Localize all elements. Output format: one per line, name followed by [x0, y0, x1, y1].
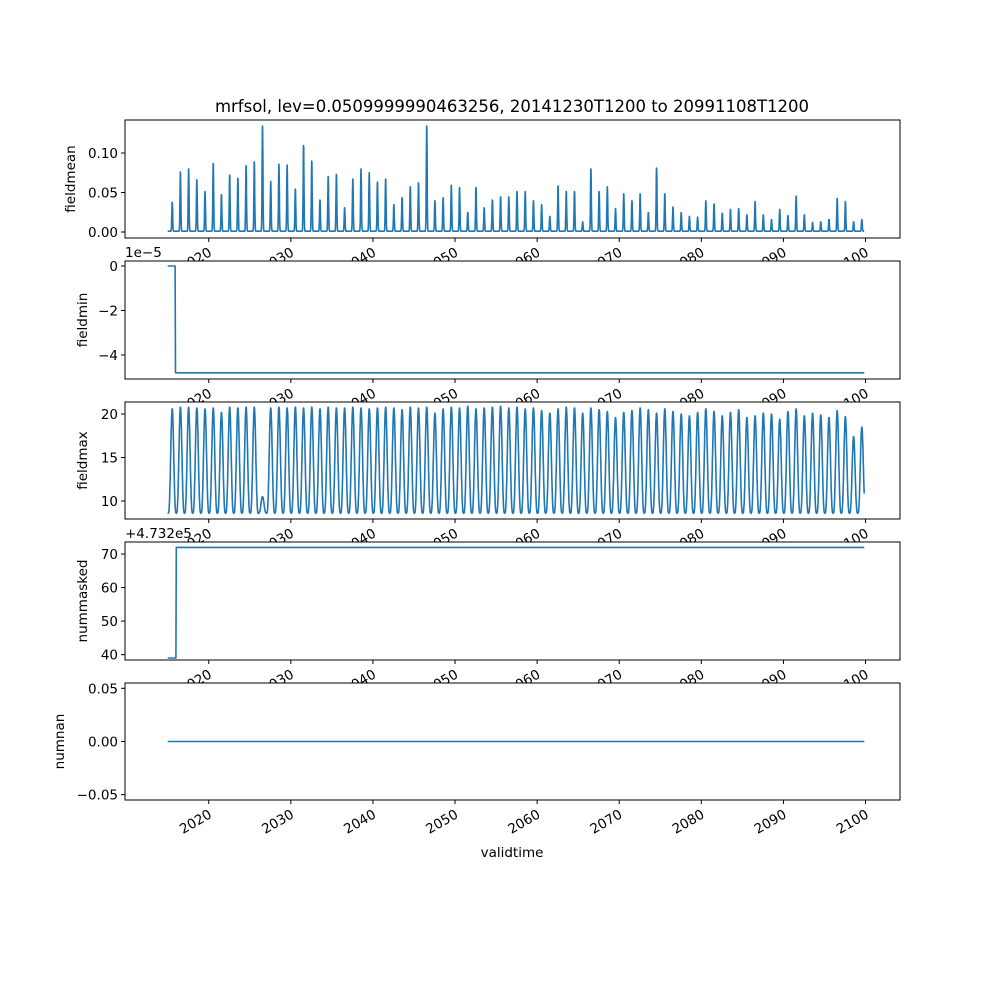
y-axis-label: nummasked [75, 560, 91, 643]
y-tick-label: 50 [101, 614, 118, 630]
x-axis-label: validtime [481, 845, 544, 861]
y-tick-label: 70 [101, 547, 118, 563]
axes-frame [124, 260, 901, 380]
offset-text: 1e−5 [125, 245, 162, 261]
y-tick-label: 60 [101, 581, 118, 597]
axes-frame [124, 541, 901, 661]
series-line-fieldmin [167, 265, 865, 374]
y-axis-label: fieldmax [75, 431, 91, 490]
offset-text: +4.732e5 [125, 526, 192, 542]
y-tick-label: 0.05 [88, 681, 118, 697]
y-tick-label: 0.00 [88, 225, 118, 241]
y-tick-label: −2 [98, 303, 118, 319]
y-tick-label: 20 [101, 407, 118, 423]
y-tick-label: 15 [101, 450, 118, 466]
y-tick-label: 40 [101, 648, 118, 664]
y-tick-label: 0.10 [88, 146, 118, 162]
y-axis-label: fieldmin [75, 293, 91, 348]
y-tick-label: −4 [98, 348, 118, 364]
series-line-fieldmax [167, 405, 865, 514]
y-tick-label: 0.05 [88, 186, 118, 202]
y-tick-label: 0.00 [88, 735, 118, 751]
y-tick-label: −0.05 [77, 788, 118, 804]
y-tick-label: 10 [101, 494, 118, 510]
y-axis-label: fieldmean [63, 145, 79, 212]
y-tick-label: 0 [109, 259, 118, 275]
chart-title: mrfsol, lev=0.0509999990463256, 20141230… [215, 97, 809, 116]
y-axis-label: numnan [52, 714, 68, 770]
series-line-fieldmean [167, 125, 865, 232]
series-line-nummasked [167, 546, 865, 659]
axes-frame [124, 119, 901, 239]
